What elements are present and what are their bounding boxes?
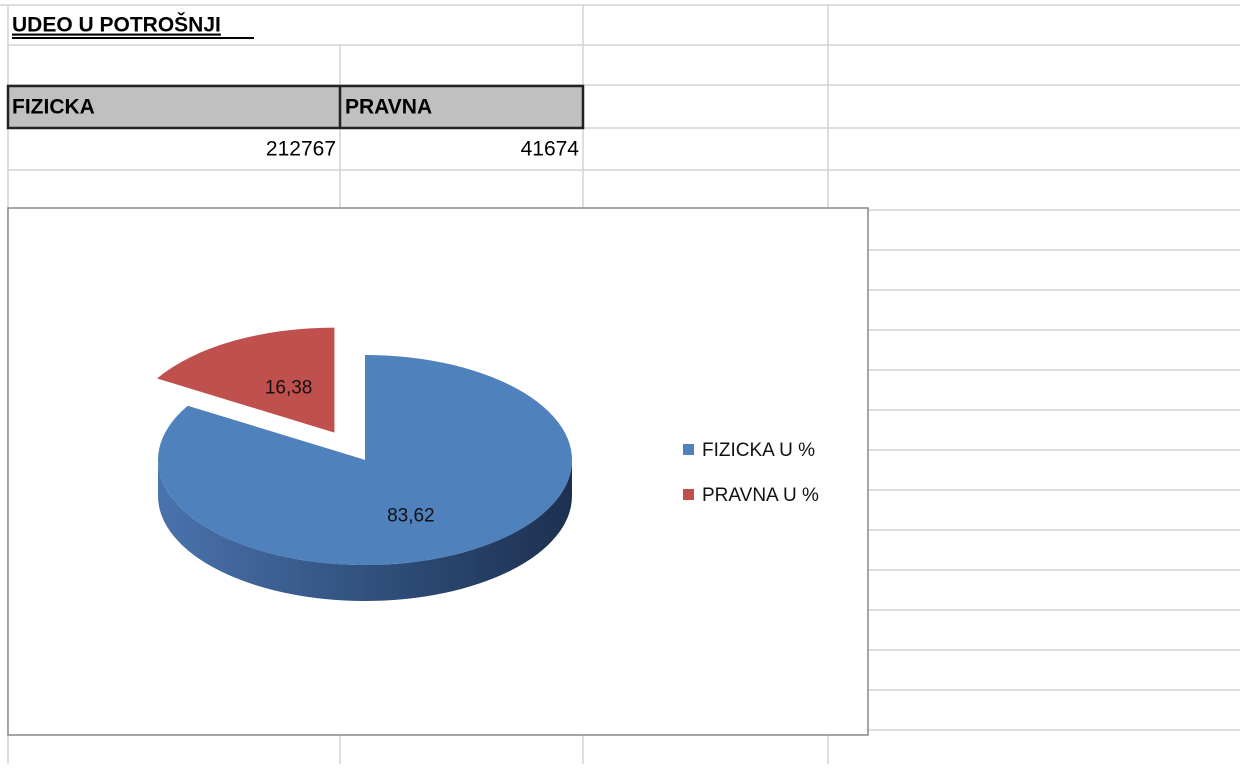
slice — [157, 327, 335, 433]
sheet-title: UDEO U POTROŠNJI — [12, 13, 221, 37]
header-cell: PRAVNA — [345, 96, 432, 119]
pie-chart: 83,62 FIZICKA U % 16,38 PRAVNA U % — [157, 327, 819, 601]
value-cell: 41674 — [521, 138, 580, 161]
header-cell: FIZICKA — [12, 96, 95, 119]
data-label: 16,38 — [265, 377, 313, 398]
slice — [157, 355, 572, 566]
legend-swatch — [683, 489, 694, 500]
slice-wall — [158, 460, 572, 601]
data-label: 83,62 — [387, 505, 435, 526]
legend-label: FIZICKA U % — [702, 440, 815, 461]
header-row — [6, 84, 585, 130]
legend-label: PRAVNA U % — [702, 485, 819, 506]
legend-swatch — [683, 444, 694, 455]
value-cell: 212767 — [266, 138, 336, 161]
